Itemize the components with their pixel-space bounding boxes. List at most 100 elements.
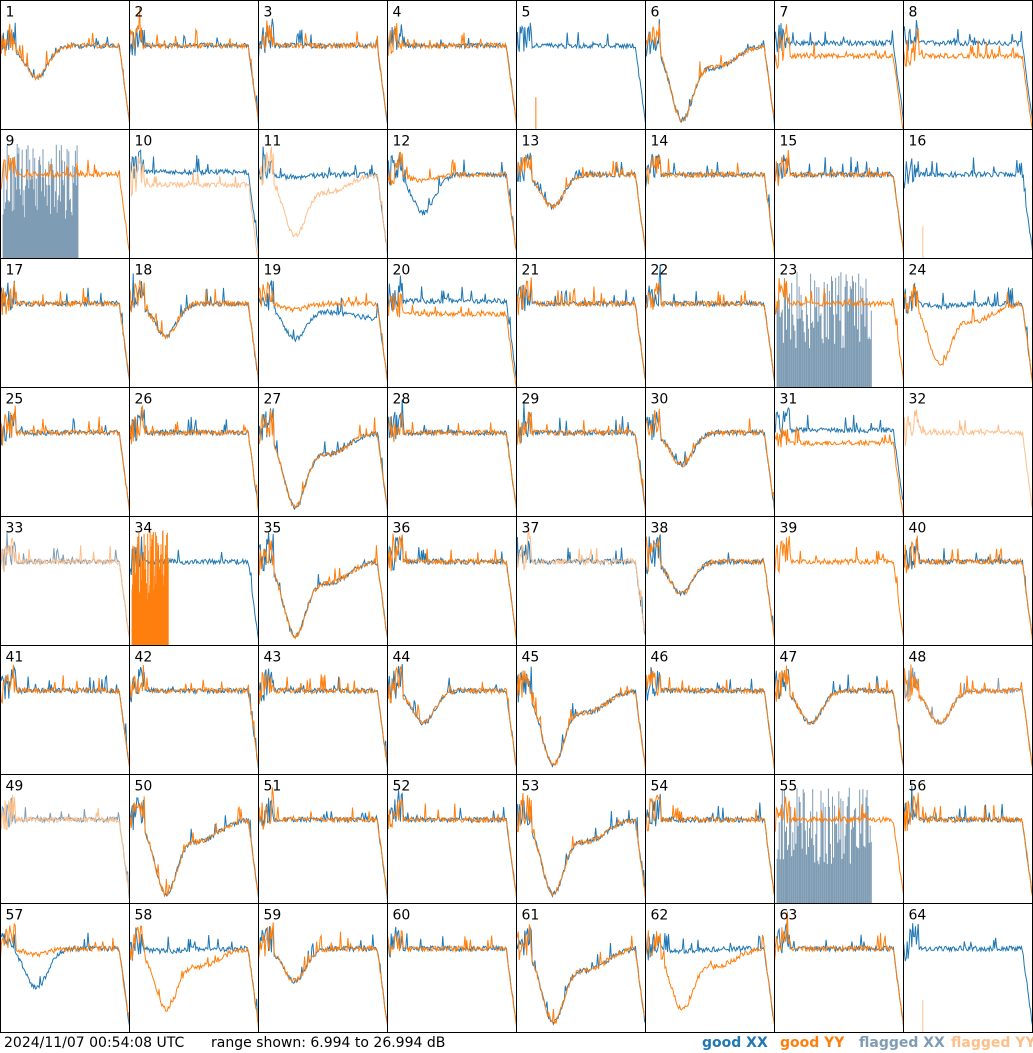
panel-number: 21	[522, 263, 540, 279]
panel-13: 13	[516, 129, 646, 259]
panel-29: 29	[516, 387, 646, 517]
series-xx-panel-58	[129, 927, 259, 1025]
panel-number: 23	[780, 263, 798, 279]
panel-number: 1	[6, 5, 15, 21]
panel-number: 15	[780, 134, 798, 150]
series-xx-panel-55	[776, 787, 872, 904]
panel-number: 10	[135, 134, 153, 150]
panel-frame	[258, 0, 388, 130]
series-yy-panel-63	[774, 911, 904, 1026]
series-xx-panel-62	[645, 933, 775, 1024]
series-yy-panel-32	[903, 409, 1033, 509]
series-xx-panel-17	[0, 280, 130, 380]
panel-10: 10	[129, 129, 259, 259]
panel-26: 26	[129, 387, 259, 517]
panel-number: 38	[651, 521, 669, 537]
series-xx-panel-52	[387, 790, 517, 897]
panel-number: 19	[264, 263, 282, 279]
series-xx-panel-23	[776, 272, 872, 388]
panel-number: 35	[264, 521, 282, 537]
series-yy-panel-52	[387, 798, 517, 899]
series-xx-panel-57	[0, 932, 130, 1026]
series-yy-panel-38	[645, 536, 775, 640]
series-yy-panel-49	[0, 794, 130, 900]
panel-27: 27	[258, 387, 388, 517]
panel-1: 1	[0, 0, 130, 130]
panel-44: 44	[387, 645, 517, 775]
series-xx-panel-19	[258, 280, 388, 382]
series-yy-panel-9	[0, 154, 130, 252]
panel-41: 41	[0, 645, 130, 775]
panel-number: 52	[393, 779, 411, 795]
series-yy-panel-7	[774, 24, 904, 130]
panel-number: 6	[651, 5, 660, 21]
panel-56: 56	[903, 774, 1033, 904]
series-yy-panel-27	[258, 409, 388, 509]
series-yy-panel-50	[129, 796, 259, 897]
panel-60: 60	[387, 903, 517, 1033]
legend-good-xx: good XX	[702, 1035, 768, 1051]
panel-2: 2	[129, 0, 259, 130]
series-yy-panel-59	[258, 922, 388, 1026]
series-xx-panel-25	[0, 409, 130, 512]
panel-number: 7	[780, 5, 789, 21]
panel-number: 8	[909, 5, 918, 21]
panel-frame	[0, 0, 130, 130]
series-yy-panel-10	[129, 156, 259, 259]
panel-number: 24	[909, 263, 927, 279]
series-xx-panel-5	[516, 22, 646, 123]
panel-number: 34	[135, 521, 153, 537]
series-xx-panel-27	[258, 408, 388, 511]
series-xx-panel-60	[387, 926, 517, 1027]
series-xx-panel-16	[903, 157, 1033, 252]
panel-48: 48	[903, 645, 1033, 775]
panel-number: 41	[6, 650, 24, 666]
series-xx-panel-15	[774, 154, 904, 250]
panel-7: 7	[774, 0, 904, 130]
panel-number: 31	[780, 392, 798, 408]
series-xx-panel-2	[129, 27, 259, 124]
series-yy-panel-62	[645, 930, 775, 1026]
panel-number: 61	[522, 908, 540, 924]
series-yy-panel-61	[516, 924, 646, 1024]
panel-number: 54	[651, 779, 669, 795]
panel-number: 32	[909, 392, 927, 408]
series-yy-panel-55	[774, 796, 904, 895]
panel-number: 30	[651, 392, 669, 408]
series-yy-panel-36	[387, 533, 517, 640]
panel-number: 3	[264, 5, 273, 21]
panel-35: 35	[258, 516, 388, 646]
panel-number: 45	[522, 650, 540, 666]
series-xx-panel-18	[129, 273, 259, 384]
panel-number: 63	[780, 908, 798, 924]
panel-25: 25	[0, 387, 130, 517]
series-xx-panel-46	[645, 667, 775, 771]
panel-number: 46	[651, 650, 669, 666]
panel-number: 27	[264, 392, 282, 408]
panel-number: 12	[393, 134, 411, 150]
panel-number: 60	[393, 908, 411, 924]
series-xx-panel-6	[645, 19, 775, 126]
panel-number: 2	[135, 5, 144, 21]
series-yy-panel-29	[516, 411, 646, 512]
panel-number: 57	[6, 908, 24, 924]
panel-frame	[774, 0, 904, 130]
panel-6: 6	[645, 0, 775, 130]
panel-36: 36	[387, 516, 517, 646]
series-xx-panel-49	[0, 797, 130, 900]
series-yy-panel-60	[387, 929, 517, 1026]
panel-14: 14	[645, 129, 775, 259]
panel-number: 11	[264, 134, 282, 150]
series-xx-panel-22	[645, 264, 775, 382]
panel-frame	[903, 0, 1033, 130]
panel-16: 16	[903, 129, 1033, 259]
panel-30: 30	[645, 387, 775, 517]
series-xx-panel-7	[774, 23, 904, 120]
panel-number: 58	[135, 908, 153, 924]
series-yy-panel-35	[258, 539, 388, 640]
series-xx-panel-28	[387, 399, 517, 509]
panel-3: 3	[258, 0, 388, 130]
panel-21: 21	[516, 258, 646, 388]
series-xx-panel-8	[903, 20, 1033, 120]
panel-number: 13	[522, 134, 540, 150]
